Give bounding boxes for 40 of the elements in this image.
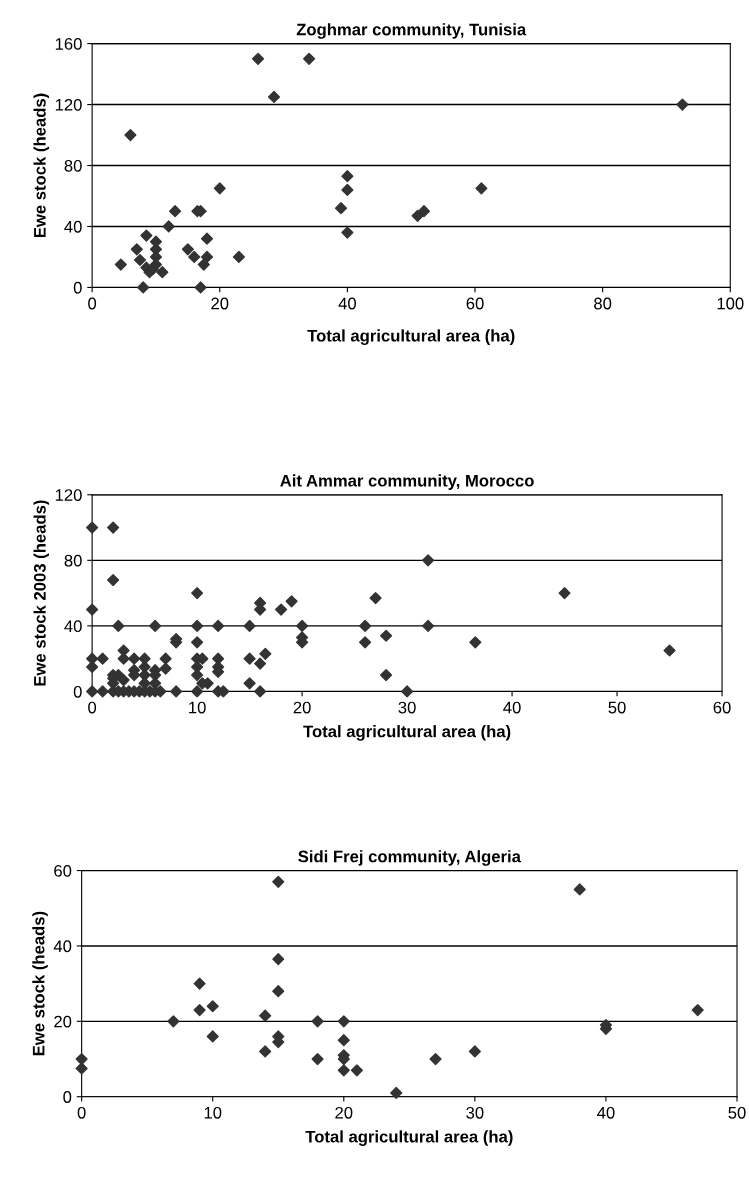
y-axis-title: Ewe stock (heads) <box>32 911 48 1056</box>
y-tick-label: 80 <box>64 554 82 567</box>
x-axis-title: Total agricultural area (ha) <box>305 1130 513 1146</box>
y-tick-label: 0 <box>73 281 82 294</box>
y-axis-title: Ewe stock (heads) <box>33 93 50 238</box>
y-tick-label: 40 <box>53 940 72 953</box>
y-tick-label: 20 <box>54 1015 72 1028</box>
y-tick-label: 80 <box>64 159 82 172</box>
x-tick-label: 60 <box>466 297 484 310</box>
x-tick-label: 40 <box>597 1106 615 1119</box>
x-tick-label: 50 <box>608 701 626 714</box>
y-tick-label: 40 <box>64 220 82 233</box>
chart-title: Ait Ammar community, Morocco <box>280 474 534 490</box>
x-tick-label: 0 <box>88 297 97 310</box>
x-tick-label: 30 <box>466 1106 484 1119</box>
x-tick-label: 10 <box>204 1106 222 1119</box>
x-tick-label: 40 <box>503 701 521 714</box>
y-tick-label: 60 <box>54 864 72 877</box>
x-axis-title: Total agricultural area (ha) <box>303 725 511 741</box>
x-tick-label: 80 <box>594 297 612 310</box>
x-tick-label: 60 <box>713 701 731 714</box>
y-tick-label: 0 <box>63 1091 72 1103</box>
y-tick-label: 120 <box>55 98 82 111</box>
y-tick-label: 0 <box>73 685 82 698</box>
x-tick-label: 0 <box>88 701 97 714</box>
x-tick-label: 20 <box>211 297 229 310</box>
x-tick-label: 40 <box>338 297 356 310</box>
x-tick-label: 50 <box>728 1106 746 1119</box>
y-tick-label: 40 <box>64 620 82 633</box>
x-tick-label: 10 <box>189 701 206 714</box>
chart-title: Zoghmar community, Tunisia <box>296 23 527 39</box>
y-axis-title: Ewe stock 2003 (heads) <box>33 500 50 686</box>
x-tick-label: 20 <box>335 1106 353 1119</box>
y-tick-label: 120 <box>55 489 82 501</box>
x-tick-label: 100 <box>717 297 744 310</box>
y-tick-label: 160 <box>55 37 82 50</box>
chart-title: Sidi Frej community, Algeria <box>298 850 522 866</box>
x-tick-label: 20 <box>293 701 311 714</box>
x-axis-title: Total agricultural area (ha) <box>307 329 515 345</box>
x-tick-label: 30 <box>398 701 416 714</box>
